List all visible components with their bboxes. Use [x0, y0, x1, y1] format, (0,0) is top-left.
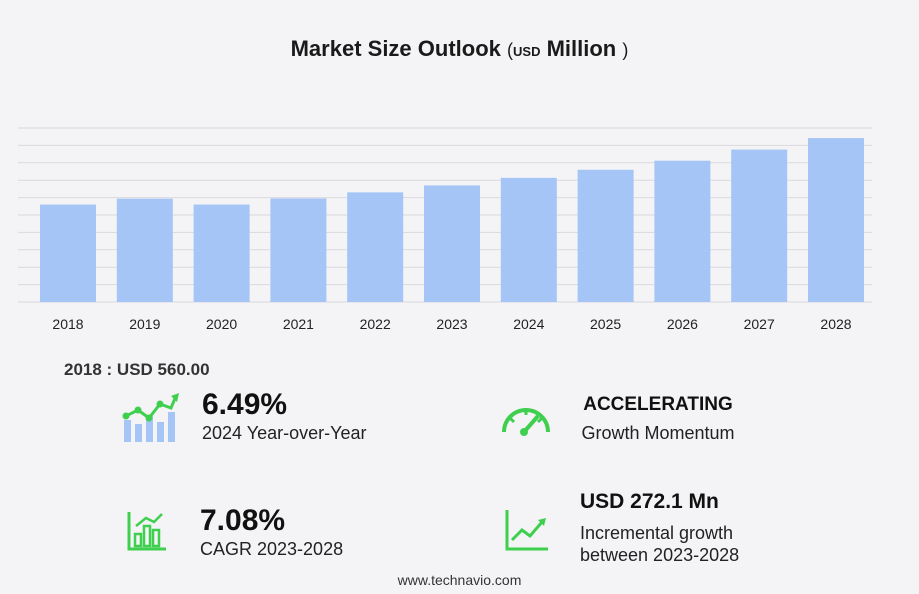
x-tick-label: 2020 [206, 316, 237, 332]
bar-2027 [731, 149, 788, 302]
bar-2024 [500, 177, 557, 302]
x-tick-label: 2018 [52, 316, 83, 332]
x-tick-label: 2019 [129, 316, 160, 332]
cagr-metric: 7.08% CAGR 2023-2028 [200, 504, 343, 560]
x-tick-label: 2022 [360, 316, 391, 332]
bar-2022 [347, 192, 404, 302]
trend-line-icon [505, 510, 548, 551]
bar-2018 [40, 204, 96, 302]
bar-2023 [424, 185, 480, 302]
incremental-label-line1: Incremental growth [580, 523, 734, 543]
bar-2026 [654, 160, 711, 302]
growth-chart-icon [122, 393, 179, 442]
title-unit: USD [513, 44, 541, 59]
bar-chart-icon [127, 512, 166, 551]
momentum-value: ACCELERATING [583, 394, 733, 415]
x-tick-label: 2024 [513, 316, 544, 332]
yoy-metric: 6.49% 2024 Year-over-Year [202, 388, 366, 444]
x-tick-label: 2028 [820, 316, 851, 332]
incremental-value: USD 272.1 Mn [580, 490, 719, 513]
bar-2025 [577, 169, 634, 302]
bar-2021 [270, 198, 327, 302]
speedometer-icon [502, 408, 550, 436]
x-tick-label: 2021 [283, 316, 314, 332]
x-tick-label: 2025 [590, 316, 621, 332]
footer-url: www.technavio.com [397, 572, 522, 588]
x-tick-label: 2023 [436, 316, 467, 332]
x-tick-label: 2026 [667, 316, 698, 332]
cagr-value: 7.08% [200, 504, 286, 537]
title-paren-close: ) [622, 40, 629, 60]
bar-2020 [193, 204, 250, 302]
title-text: Market Size Outlook [290, 36, 501, 61]
x-tick-label: 2027 [744, 316, 775, 332]
yoy-label: 2024 Year-over-Year [202, 423, 367, 443]
bar-2019 [116, 198, 173, 302]
title-paren-open: ( [507, 40, 514, 60]
incremental-label-line2: between 2023-2028 [580, 545, 740, 565]
title-unit-word: Million [546, 36, 617, 61]
cagr-label: CAGR 2023-2028 [200, 539, 344, 559]
chart-title: Market Size Outlook (USD Million ) [0, 36, 919, 62]
momentum-metric: ACCELERATING Growth Momentum [568, 394, 748, 444]
incremental-metric: USD 272.1 Mn Incremental growth between … [580, 490, 739, 566]
momentum-label: Growth Momentum [581, 423, 735, 443]
yoy-value: 6.49% [202, 388, 288, 421]
base-year-value: 2018 : USD 560.00 [64, 360, 210, 379]
bar-2028 [808, 138, 864, 302]
bar-chart: 2018 2019 2020 2021 2022 2023 2024 2025 2026 2027… [18, 127, 872, 332]
